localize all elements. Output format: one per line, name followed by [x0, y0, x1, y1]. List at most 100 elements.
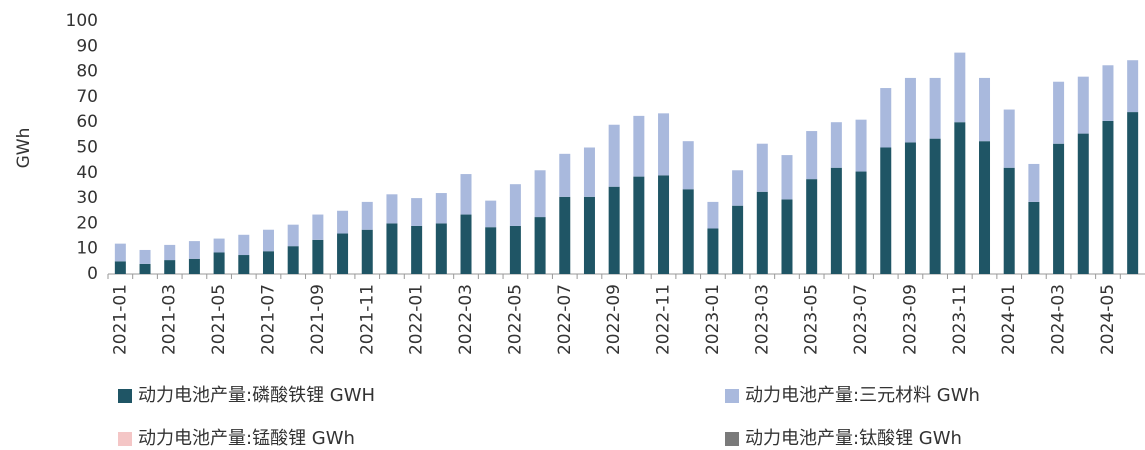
bar-segment [781, 199, 793, 274]
x-tick-label: 2022-09 [604, 284, 624, 355]
bar-segment [781, 155, 793, 200]
bar-segment [1053, 81, 1065, 144]
bar-segment [534, 170, 546, 218]
bar-segment [262, 229, 274, 252]
bar-segment [1102, 65, 1114, 121]
bar-segment [929, 138, 941, 274]
legend-label: 动力电池产量:磷酸铁锂 GWH [138, 385, 375, 406]
bar-segment [559, 196, 571, 274]
bar-segment [979, 141, 991, 274]
legend-swatch [118, 389, 132, 403]
bar-segment [411, 198, 423, 226]
bar-segment [139, 263, 151, 274]
legend-swatch [118, 432, 132, 446]
bar-segment [608, 124, 620, 187]
y-tick-label: 60 [76, 112, 98, 132]
bar-segment [1102, 120, 1114, 274]
y-tick-label: 30 [76, 188, 98, 208]
bar-segment [164, 260, 176, 274]
x-tick-label: 2023-07 [851, 284, 871, 355]
bar-segment [658, 113, 670, 176]
bar-segment [386, 223, 398, 274]
legend-label: 动力电池产量:锰酸锂 GWh [138, 428, 355, 449]
bar-segment [1028, 201, 1040, 274]
bar-segment [361, 201, 373, 230]
bar-segment [1077, 133, 1089, 274]
bar-segment [238, 234, 250, 256]
legend-label: 动力电池产量:三元材料 GWh [745, 385, 980, 406]
bar-segment [559, 153, 571, 197]
bar-segment [386, 194, 398, 224]
x-tick-label: 2022-03 [456, 284, 476, 355]
bar-segment [337, 233, 349, 274]
bar-segment [312, 214, 324, 240]
bar-segment [904, 142, 916, 274]
bar-segment [509, 225, 521, 274]
bar-segment [682, 189, 694, 274]
bar-segment [139, 249, 151, 264]
x-tick-label: 2023-01 [703, 284, 723, 355]
bar-segment [929, 77, 941, 139]
x-tick-label: 2022-07 [555, 284, 575, 355]
bar-segment [806, 179, 818, 274]
bar-segment [188, 241, 200, 259]
bar-segment [732, 170, 744, 206]
y-tick-label: 40 [76, 163, 98, 183]
y-tick-label: 0 [87, 264, 98, 284]
bar-segment [287, 246, 299, 274]
x-tick-label: 2023-03 [752, 284, 772, 355]
bar-segment [188, 258, 200, 274]
legend-swatch [725, 432, 739, 446]
bar-segment [979, 77, 991, 142]
bar-segment [954, 122, 966, 274]
y-tick-label: 50 [76, 138, 98, 158]
x-tick-label: 2024-03 [1049, 284, 1069, 355]
bar-segment [830, 122, 842, 168]
bar-segment [460, 214, 472, 274]
x-tick-label: 2023-09 [900, 284, 920, 355]
bar-segment [287, 224, 299, 247]
x-tick-label: 2022-01 [407, 284, 427, 355]
x-tick-label: 2021-11 [357, 284, 377, 355]
bar-segment [583, 196, 595, 274]
bar-segment [114, 261, 126, 274]
x-tick-label: 2024-01 [999, 284, 1019, 355]
bar-segment [435, 223, 447, 274]
bar-segment [460, 174, 472, 215]
bar-segment [1127, 60, 1139, 113]
bar-segment [312, 239, 324, 274]
bar-segment [806, 131, 818, 180]
bar-segment [485, 227, 497, 274]
bar-segment [509, 184, 521, 226]
x-tick-label: 2021-03 [160, 284, 180, 355]
bar-segment [954, 52, 966, 123]
bar-segment [1077, 76, 1089, 134]
bar-segment [485, 200, 497, 228]
bar-segment [855, 119, 867, 172]
bar-segment [435, 193, 447, 224]
y-tick-label: 90 [76, 36, 98, 56]
bar-segment [633, 115, 645, 177]
bar-segment [213, 238, 225, 253]
y-tick-label: 100 [66, 11, 98, 31]
x-tick-label: 2024-05 [1098, 284, 1118, 355]
bar-segment [756, 143, 768, 192]
bar-segment [904, 77, 916, 143]
x-tick-label: 2021-01 [110, 284, 130, 355]
bar-segment [534, 217, 546, 274]
bar-segment [732, 205, 744, 274]
bar-segment [608, 186, 620, 274]
x-tick-label: 2023-11 [950, 284, 970, 355]
bar-segment [411, 225, 423, 274]
bar-segment [164, 244, 176, 261]
bar-segment [830, 167, 842, 274]
bar-segment [682, 141, 694, 190]
bar-segment [756, 191, 768, 274]
y-tick-label: 10 [76, 239, 98, 259]
bar-segment [238, 255, 250, 274]
bar-segment [1003, 167, 1015, 274]
y-axis-label: GWh [14, 128, 34, 169]
bar-segment [707, 228, 719, 274]
bar-segment [114, 243, 126, 262]
bar-segment [213, 252, 225, 274]
